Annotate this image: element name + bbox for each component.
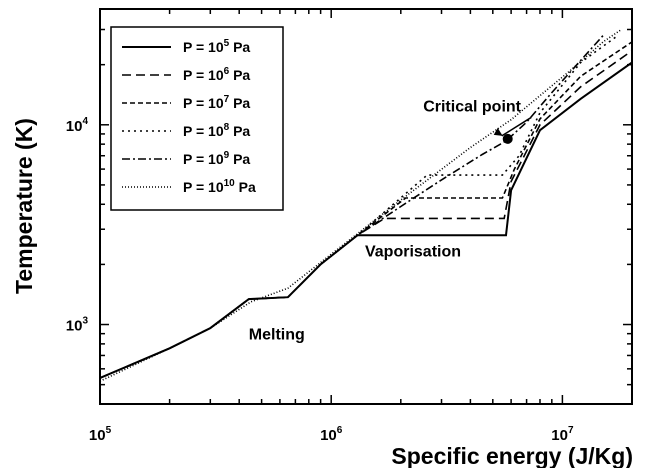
y-tick-label-0: 103 — [66, 316, 89, 335]
legend-label-4: P = 109 Pa — [183, 150, 250, 167]
annotation-layer: Melting Vaporisation Critical point — [249, 98, 532, 344]
legend: P = 105 Pa P = 106 Pa P = 107 Pa P = 108 Pa… — [110, 26, 284, 211]
critical-point-marker — [502, 133, 513, 144]
annotation-1: Vaporisation — [365, 243, 461, 260]
series-layer — [100, 28, 632, 382]
legend-label-5: P = 1010 Pa — [183, 178, 256, 195]
legend-label-0: P = 105 Pa — [183, 38, 250, 55]
series-line-4 — [100, 34, 604, 379]
x-tick-label-0: 105 — [89, 425, 112, 444]
x-axis-title: Specific energy (J/Kg) — [391, 443, 633, 468]
x-tick-label-1: 106 — [320, 425, 343, 444]
x-tick-label-2: 107 — [551, 425, 574, 444]
annotation-0: Melting — [249, 327, 305, 344]
y-tick-label-1: 104 — [66, 116, 89, 135]
critical-point-arrowhead — [493, 127, 503, 136]
legend-label-1: P = 106 Pa — [183, 66, 250, 83]
series-line-3 — [100, 36, 617, 379]
y-axis-title: Temperature (K) — [11, 118, 37, 294]
legend-box — [110, 26, 284, 211]
critical-point-arrow — [501, 116, 532, 137]
annotation-2: Critical point — [423, 98, 521, 115]
legend-label-3: P = 108 Pa — [183, 122, 250, 139]
ticks-layer: 105 106 107 103 104 — [66, 9, 633, 444]
plot-frame — [99, 8, 633, 405]
legend-label-2: P = 107 Pa — [183, 94, 250, 111]
